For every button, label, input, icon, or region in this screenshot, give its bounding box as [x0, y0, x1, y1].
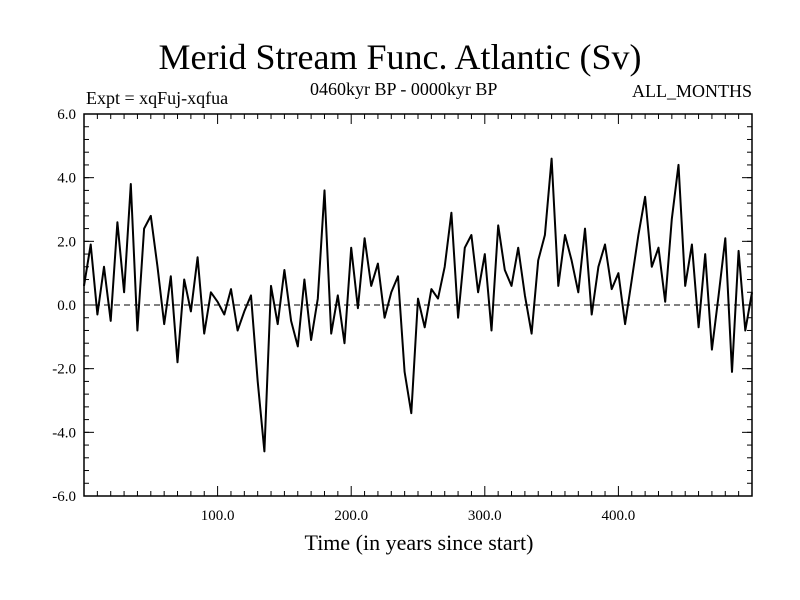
x-axis-label: Time (in years since start) — [304, 530, 534, 555]
y-tick-label: -4.0 — [52, 425, 76, 441]
tick-labels: -6.0 -4.0 -2.0 0.0 2.0 4.0 6.0 100.0 200.0 300.0 4… — [52, 107, 635, 524]
y-tick-label: 4.0 — [57, 171, 76, 187]
x-tick-label: 300.0 — [468, 508, 502, 524]
y-tick-label: -2.0 — [52, 362, 76, 378]
y-tick-label: 2.0 — [57, 234, 76, 250]
x-tick-label: 400.0 — [602, 508, 636, 524]
time-range-label: 0460kyr BP - 0000kyr BP — [310, 79, 498, 99]
months-label: ALL_MONTHS — [632, 81, 752, 101]
x-tick-label: 100.0 — [201, 508, 235, 524]
y-tick-label: -6.0 — [52, 489, 76, 505]
chart-title: Merid Stream Func. Atlantic (Sv) — [158, 37, 642, 77]
series-line — [83, 157, 753, 453]
y-tick-label: 6.0 — [57, 107, 76, 123]
x-tick-label: 200.0 — [334, 508, 368, 524]
y-tick-label: 0.0 — [57, 298, 76, 314]
experiment-label: Expt = xqFuj-xqfua — [86, 88, 229, 108]
plot-frame — [83, 113, 753, 497]
